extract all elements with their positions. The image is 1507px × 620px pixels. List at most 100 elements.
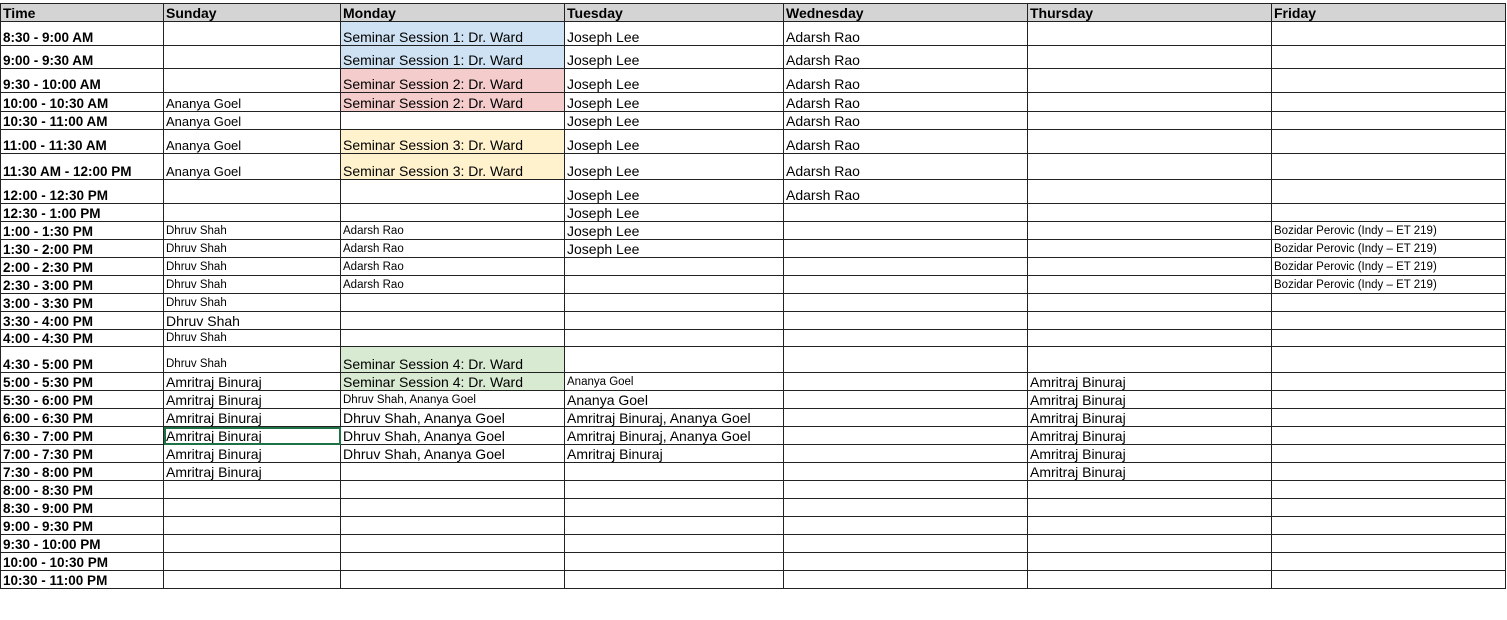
header-thursday[interactable]: Thursday — [1027, 3, 1272, 22]
cell-tuesday[interactable]: Joseph Lee — [564, 111, 784, 130]
cell-sunday[interactable]: Amritraj Binuraj — [163, 408, 341, 427]
cell-tuesday[interactable]: Amritraj Binuraj — [564, 444, 784, 463]
cell-sunday[interactable] — [163, 45, 341, 69]
time-slot-cell[interactable]: 6:30 - 7:00 PM — [0, 426, 164, 445]
cell-wednesday[interactable] — [783, 390, 1028, 409]
cell-monday[interactable] — [340, 570, 565, 589]
cell-sunday[interactable]: Ananya Goel — [163, 92, 341, 112]
cell-friday[interactable]: Bozidar Perovic (Indy – ET 219) — [1271, 275, 1506, 294]
time-slot-cell[interactable]: 2:00 - 2:30 PM — [0, 257, 164, 276]
cell-monday[interactable] — [340, 293, 565, 312]
cell-tuesday[interactable]: Joseph Lee — [564, 92, 784, 112]
cell-tuesday[interactable] — [564, 552, 784, 571]
cell-monday[interactable] — [340, 329, 565, 347]
cell-friday[interactable]: Bozidar Perovic (Indy – ET 219) — [1271, 257, 1506, 276]
cell-monday[interactable] — [340, 480, 565, 499]
cell-tuesday[interactable]: Joseph Lee — [564, 129, 784, 154]
time-slot-cell[interactable]: 4:00 - 4:30 PM — [0, 329, 164, 347]
cell-sunday[interactable]: Dhruv Shah — [163, 311, 341, 330]
cell-wednesday[interactable] — [783, 426, 1028, 445]
seminar-cell-monday[interactable]: Seminar Session 2: Dr. Ward — [340, 68, 565, 93]
cell-sunday[interactable]: Dhruv Shah — [163, 329, 341, 347]
cell-thursday[interactable] — [1027, 92, 1272, 112]
cell-tuesday[interactable] — [564, 516, 784, 535]
cell-wednesday[interactable] — [783, 534, 1028, 553]
cell-tuesday[interactable] — [564, 346, 784, 373]
cell-sunday[interactable] — [163, 179, 341, 204]
cell-wednesday[interactable] — [783, 498, 1028, 517]
cell-wednesday[interactable]: Adarsh Rao — [783, 68, 1028, 93]
cell-sunday[interactable]: Ananya Goel — [163, 153, 341, 180]
cell-monday[interactable] — [340, 516, 565, 535]
time-slot-cell[interactable]: 7:30 - 8:00 PM — [0, 462, 164, 481]
cell-thursday[interactable]: Amritraj Binuraj — [1027, 408, 1272, 427]
cell-tuesday[interactable] — [564, 534, 784, 553]
cell-wednesday[interactable] — [783, 329, 1028, 347]
cell-sunday[interactable]: Amritraj Binuraj — [163, 372, 341, 391]
cell-sunday[interactable]: Dhruv Shah — [163, 275, 341, 294]
cell-friday[interactable] — [1271, 329, 1506, 347]
time-slot-cell[interactable]: 10:30 - 11:00 AM — [0, 111, 164, 130]
cell-wednesday[interactable] — [783, 293, 1028, 312]
header-monday[interactable]: Monday — [340, 3, 565, 22]
cell-thursday[interactable] — [1027, 293, 1272, 312]
time-slot-cell[interactable]: 9:00 - 9:30 PM — [0, 516, 164, 535]
cell-wednesday[interactable] — [783, 257, 1028, 276]
cell-friday[interactable] — [1271, 408, 1506, 427]
cell-thursday[interactable] — [1027, 329, 1272, 347]
cell-sunday[interactable] — [163, 480, 341, 499]
time-slot-cell[interactable]: 11:00 - 11:30 AM — [0, 129, 164, 154]
cell-monday[interactable] — [340, 311, 565, 330]
cell-wednesday[interactable]: Adarsh Rao — [783, 153, 1028, 180]
cell-tuesday[interactable] — [564, 480, 784, 499]
cell-thursday[interactable] — [1027, 68, 1272, 93]
cell-sunday[interactable]: Dhruv Shah — [163, 257, 341, 276]
cell-friday[interactable]: Bozidar Perovic (Indy – ET 219) — [1271, 239, 1506, 258]
time-slot-cell[interactable]: 4:30 - 5:00 PM — [0, 346, 164, 373]
cell-friday[interactable] — [1271, 311, 1506, 330]
seminar-cell-monday[interactable]: Seminar Session 1: Dr. Ward — [340, 45, 565, 69]
cell-sunday[interactable]: Dhruv Shah — [163, 293, 341, 312]
cell-tuesday[interactable] — [564, 570, 784, 589]
cell-friday[interactable] — [1271, 426, 1506, 445]
cell-sunday[interactable]: Ananya Goel — [163, 111, 341, 130]
cell-thursday[interactable]: Amritraj Binuraj — [1027, 372, 1272, 391]
seminar-cell-monday[interactable]: Seminar Session 3: Dr. Ward — [340, 153, 565, 180]
cell-tuesday[interactable] — [564, 462, 784, 481]
cell-friday[interactable] — [1271, 372, 1506, 391]
cell-sunday[interactable]: Dhruv Shah — [163, 239, 341, 258]
cell-sunday[interactable]: Dhruv Shah — [163, 221, 341, 240]
header-wednesday[interactable]: Wednesday — [783, 3, 1028, 22]
cell-thursday[interactable] — [1027, 153, 1272, 180]
cell-friday[interactable] — [1271, 570, 1506, 589]
time-slot-cell[interactable]: 11:30 AM - 12:00 PM — [0, 153, 164, 180]
cell-tuesday[interactable] — [564, 275, 784, 294]
cell-thursday[interactable] — [1027, 346, 1272, 373]
cell-friday[interactable] — [1271, 179, 1506, 204]
cell-thursday[interactable] — [1027, 111, 1272, 130]
cell-sunday[interactable] — [163, 516, 341, 535]
time-slot-cell[interactable]: 10:30 - 11:00 PM — [0, 570, 164, 589]
cell-sunday[interactable] — [163, 203, 341, 222]
cell-monday[interactable] — [340, 179, 565, 204]
cell-sunday[interactable] — [163, 498, 341, 517]
header-sunday[interactable]: Sunday — [163, 3, 341, 22]
cell-thursday[interactable] — [1027, 45, 1272, 69]
cell-friday[interactable]: Bozidar Perovic (Indy – ET 219) — [1271, 221, 1506, 240]
time-slot-cell[interactable]: 3:00 - 3:30 PM — [0, 293, 164, 312]
time-slot-cell[interactable]: 8:30 - 9:00 AM — [0, 21, 164, 46]
cell-sunday[interactable]: Ananya Goel — [163, 129, 341, 154]
time-slot-cell[interactable]: 5:30 - 6:00 PM — [0, 390, 164, 409]
cell-friday[interactable] — [1271, 390, 1506, 409]
cell-tuesday[interactable]: Joseph Lee — [564, 203, 784, 222]
cell-thursday[interactable] — [1027, 570, 1272, 589]
cell-thursday[interactable]: Amritraj Binuraj — [1027, 390, 1272, 409]
cell-tuesday[interactable] — [564, 498, 784, 517]
cell-monday[interactable] — [340, 203, 565, 222]
cell-wednesday[interactable]: Adarsh Rao — [783, 179, 1028, 204]
time-slot-cell[interactable]: 7:00 - 7:30 PM — [0, 444, 164, 463]
cell-wednesday[interactable] — [783, 311, 1028, 330]
cell-tuesday[interactable]: Joseph Lee — [564, 221, 784, 240]
cell-thursday[interactable] — [1027, 275, 1272, 294]
cell-monday[interactable] — [340, 462, 565, 481]
